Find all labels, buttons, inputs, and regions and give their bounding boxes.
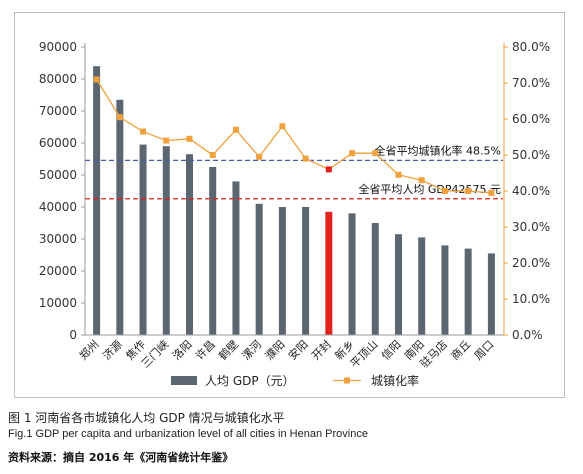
- x-tick-label: 洛阳: [169, 337, 194, 362]
- legend-label-urbanization: 城镇化率: [371, 373, 419, 388]
- x-tick-label: 濮阳: [262, 337, 287, 362]
- urbanization-point: [349, 150, 356, 157]
- bar-gdp-per-capita: [487, 253, 495, 335]
- urbanization-point: [418, 177, 425, 184]
- urbanization-point: [93, 76, 100, 83]
- figure-source-note: 资料来源：摘自 2016 年《河南省统计年鉴》: [8, 451, 234, 464]
- urbanization-line: [96, 79, 492, 194]
- y-tick-label-left: 50000: [39, 168, 77, 182]
- bar-gdp-per-capita: [255, 203, 263, 335]
- urbanization-point: [325, 166, 332, 173]
- y-tick-label-right: 40.0%: [512, 184, 550, 198]
- bar-gdp-per-capita: [325, 211, 333, 335]
- urbanization-point: [465, 188, 472, 194]
- x-tick-label: 信阳: [379, 338, 404, 363]
- bar-gdp-per-capita: [371, 223, 379, 335]
- figure-caption-chinese: 图 1 河南省各市城镇化人均 GDP 情况与城镇化水平: [8, 411, 285, 425]
- y-tick-label-right: 10.0%: [512, 292, 550, 306]
- y-tick-label-left: 60000: [39, 136, 77, 150]
- bar-gdp-per-capita: [209, 167, 217, 335]
- x-tick-label: 开封: [308, 337, 333, 362]
- y-tick-label-left: 30000: [39, 232, 77, 246]
- urbanization-point: [163, 137, 170, 144]
- bar-gdp-per-capita: [93, 66, 101, 335]
- urbanization-point: [209, 152, 216, 158]
- urbanization-point: [186, 135, 193, 142]
- x-tick-label: 商丘: [448, 337, 473, 362]
- bar-gdp-per-capita: [232, 181, 240, 335]
- legend-marker-urbanization: [344, 377, 350, 384]
- bar-gdp-per-capita: [278, 207, 286, 335]
- bar-gdp-per-capita: [139, 144, 147, 335]
- y-tick-label-left: 20000: [39, 264, 77, 278]
- bar-gdp-per-capita: [186, 154, 193, 335]
- bar-gdp-per-capita: [441, 245, 449, 335]
- bar-gdp-per-capita: [418, 237, 426, 335]
- x-tick-label: 漯河: [240, 338, 265, 363]
- bar-gdp-per-capita: [464, 248, 472, 335]
- y-tick-label-right: 30.0%: [512, 220, 550, 234]
- bar-gdp-per-capita: [162, 146, 170, 335]
- y-tick-label-right: 50.0%: [512, 148, 550, 162]
- chart-svg: 0 10000 20000 30000 40000 50000 60000 70000 8000…: [39, 40, 550, 388]
- y-tick-label-right: 0.0%: [512, 328, 543, 342]
- legend-label-gdp: 人均 GDP（元）: [205, 374, 295, 388]
- chart-frame: 0 10000 20000 30000 40000 50000 60000 70000 8000…: [14, 12, 565, 398]
- figure-caption-english: Fig.1 GDP per capita and urbanization le…: [8, 428, 368, 440]
- urbanization-point: [140, 128, 147, 135]
- y-tick-label-right: 80.0%: [512, 40, 550, 54]
- bar-gdp-per-capita: [302, 207, 310, 335]
- urbanization-point: [395, 171, 402, 178]
- bar-gdp-per-capita: [348, 213, 356, 335]
- y-tick-label-left: 80000: [39, 72, 77, 86]
- urbanization-point: [116, 114, 123, 121]
- x-tick-label: 许昌: [193, 338, 218, 363]
- bar-gdp-per-capita: [395, 234, 402, 335]
- bar-gdp-per-capita: [116, 99, 124, 335]
- urbanization-point: [302, 155, 309, 162]
- legend-swatch-gdp: [171, 376, 197, 385]
- y-tick-label-left: 70000: [39, 104, 77, 118]
- y-tick-label-right: 70.0%: [512, 76, 550, 90]
- x-tick-label: 济源: [99, 337, 124, 362]
- x-tick-label: 鹤壁: [216, 337, 241, 362]
- reference-label-urbanization: 全省平均城镇化率 48.5%: [375, 143, 501, 157]
- urbanization-point: [232, 126, 239, 133]
- y-tick-label-left: 0: [69, 328, 77, 342]
- y-tick-label-right: 60.0%: [512, 112, 550, 126]
- y-tick-label-left: 90000: [39, 40, 77, 54]
- x-tick-label: 郑州: [76, 337, 101, 362]
- y-tick-label-left: 10000: [39, 296, 77, 310]
- y-tick-label-left: 40000: [39, 200, 77, 214]
- y-tick-label-right: 20.0%: [512, 256, 550, 270]
- urbanization-point: [256, 153, 263, 160]
- x-tick-label: 安阳: [285, 337, 310, 362]
- urbanization-point: [441, 188, 448, 194]
- urbanization-point: [488, 189, 495, 196]
- urbanization-point: [279, 123, 286, 130]
- x-tick-label: 周口: [472, 338, 497, 363]
- urbanization-point: [372, 150, 379, 157]
